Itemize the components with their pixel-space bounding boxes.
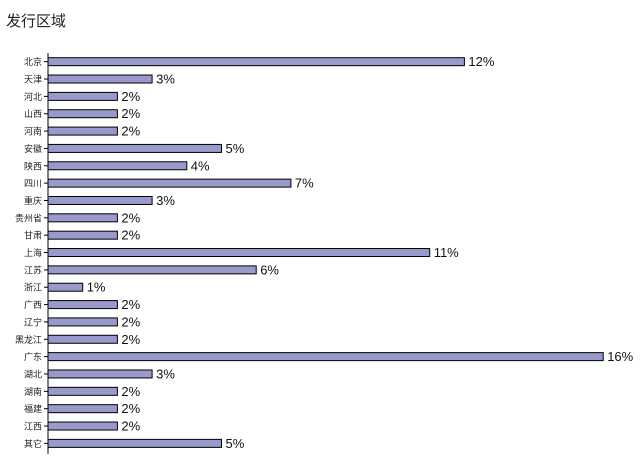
category-label: 甘肃 [24,230,42,242]
category-label: 上海 [24,247,42,259]
bar [47,334,118,344]
category-label: 河北 [24,91,42,103]
bar [47,161,188,171]
data-label: 2% [121,210,140,225]
category-label: 江西 [24,422,42,433]
data-label: 12% [468,54,494,69]
category-label: 江苏 [24,264,42,276]
data-label: 16% [607,349,633,364]
category-label: 浙江 [24,282,42,294]
data-label: 2% [121,124,140,139]
bar [47,74,153,84]
data-label: 2% [121,228,140,243]
data-label: 2% [121,89,140,104]
data-label: 7% [295,176,314,191]
bar [47,109,118,119]
category-label: 河南 [24,126,42,138]
bar [47,126,118,136]
category-label: 天津 [24,75,42,86]
bar [47,213,118,223]
data-label: 6% [260,262,279,277]
category-label: 山西 [24,109,42,120]
category-label: 福建 [24,403,42,415]
bar [47,300,118,310]
category-label: 陕西 [24,160,42,172]
category-label: 四川 [24,180,42,190]
category-label: 辽宁 [24,316,42,328]
category-label: 广东 [24,351,42,363]
category-label: 黑龙江 [15,334,42,346]
data-label: 5% [226,141,245,156]
data-label: 4% [191,158,210,173]
data-label: 3% [156,366,175,381]
bar [47,91,118,101]
data-label: 11% [434,245,459,260]
bar [47,438,222,448]
bar [47,230,118,240]
bar [47,178,292,188]
category-label: 重庆 [24,195,42,207]
bar [47,421,118,431]
category-label: 北京 [24,56,42,68]
data-label: 2% [121,106,140,121]
data-label: 2% [121,332,140,347]
bar [47,282,84,292]
bar [47,248,431,258]
data-label: 2% [121,297,140,312]
category-label: 贵州省 [15,212,42,224]
category-label: 其它 [24,438,42,450]
category-label: 广西 [24,299,42,311]
category-label: 湖北 [24,369,42,380]
bar [47,265,257,275]
category-label: 湖南 [24,386,42,398]
chart-title: 发行区域 [6,12,67,30]
data-label: 5% [226,436,245,451]
bar [47,143,222,153]
data-label: 1% [87,280,106,295]
data-label: 3% [156,72,175,87]
bar [47,369,153,379]
category-label: 安徽 [24,143,42,155]
bar [47,195,153,205]
data-label: 2% [121,419,140,434]
data-label: 2% [121,384,140,399]
bar [47,57,465,67]
bar [47,317,118,327]
bar [47,352,604,362]
bar [47,404,118,414]
data-label: 2% [121,314,140,329]
data-label: 3% [156,193,175,208]
bar [47,386,118,396]
data-label: 2% [121,401,140,416]
